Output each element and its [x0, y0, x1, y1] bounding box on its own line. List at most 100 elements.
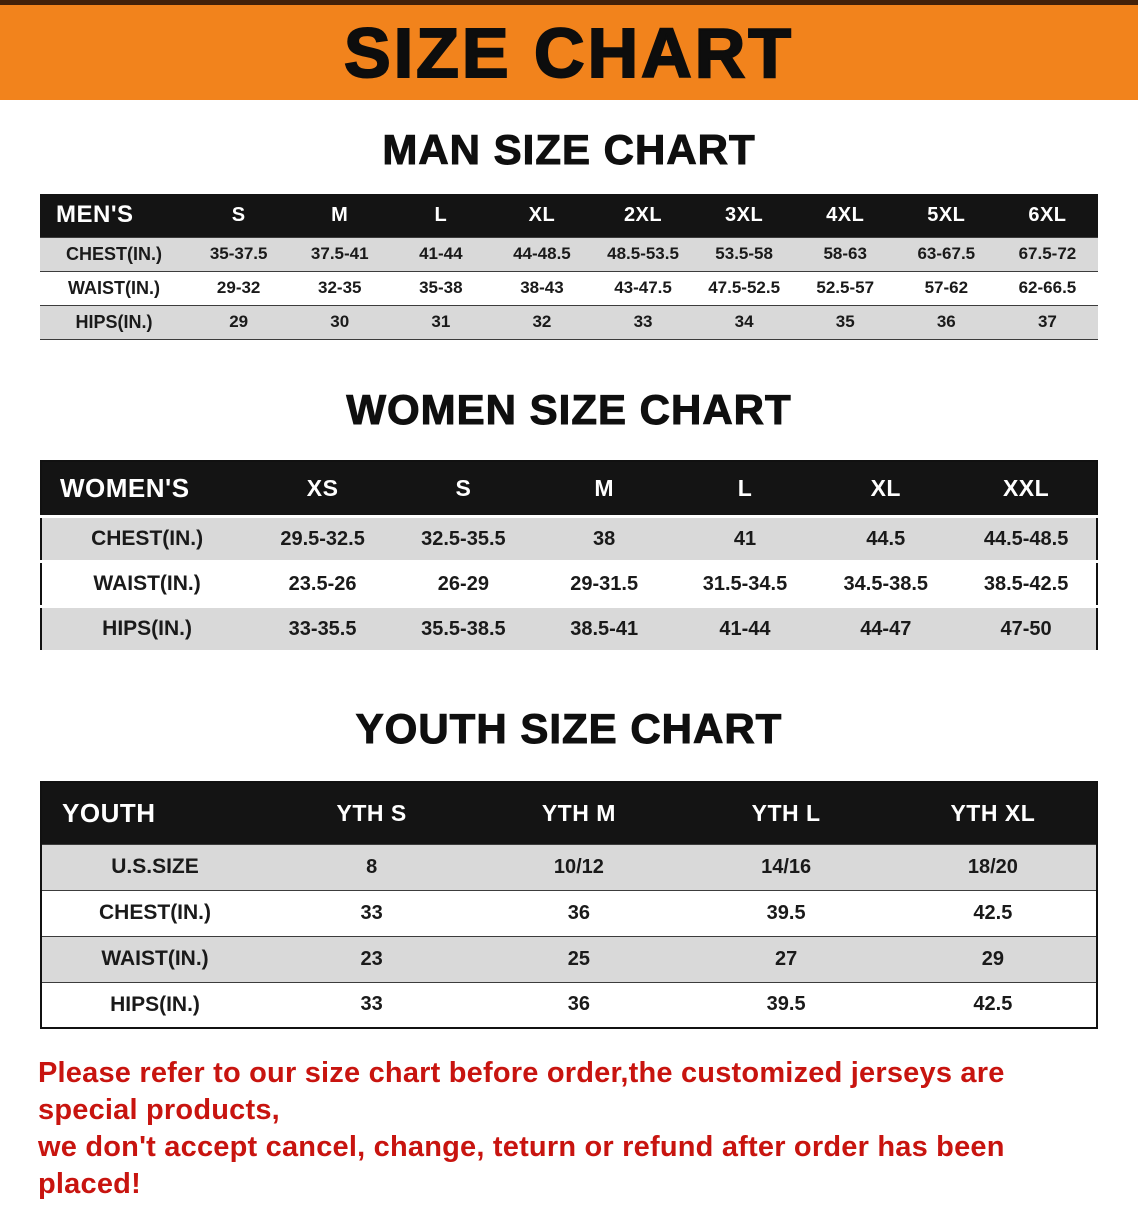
cell-value: 23 — [268, 935, 476, 983]
men-header-row: MEN'S S M L XL 2XL 3XL 4XL 5XL 6XL — [40, 194, 1098, 237]
cell-value: 30 — [289, 304, 391, 340]
cell-value: 43-47.5 — [592, 270, 694, 306]
men-size-table: MEN'S S M L XL 2XL 3XL 4XL 5XL 6XL CHEST(IN.) 35-37… — [40, 194, 1098, 340]
row-label: CHEST(IN.) — [40, 236, 189, 272]
cell-value: 44-48.5 — [491, 236, 593, 272]
table-row: CHEST(IN.) 33 36 39.5 42.5 — [41, 889, 1097, 937]
cell-value: 62-66.5 — [996, 270, 1098, 306]
cell-value: 27 — [682, 935, 890, 983]
cell-value: 47-50 — [956, 605, 1097, 653]
table-row: WAIST(IN.) 23 25 27 29 — [41, 935, 1097, 983]
women-section-heading: WOMEN SIZE CHART — [346, 385, 792, 433]
women-size-header: M — [533, 460, 675, 517]
table-row: CHEST(IN.) 29.5-32.5 32.5-35.5 38 41 44.5 44.5… — [41, 515, 1097, 563]
men-size-header: 5XL — [895, 194, 997, 237]
cell-value: 41-44 — [390, 236, 492, 272]
cell-value: 14/16 — [682, 843, 890, 891]
row-label: CHEST(IN.) — [41, 889, 269, 937]
youth-size-header: YTH M — [475, 782, 683, 844]
men-size-header: 2XL — [592, 194, 694, 237]
cell-value: 38 — [533, 515, 675, 563]
cell-value: 32 — [491, 304, 593, 340]
women-table-title: WOMEN'S — [41, 460, 253, 517]
cell-value: 23.5-26 — [252, 560, 393, 608]
cell-value: 67.5-72 — [996, 236, 1098, 272]
row-label: CHEST(IN.) — [41, 515, 253, 563]
women-section: WOMEN SIZE CHART WOMEN'S XS S M L XL XXL CHEST(… — [0, 385, 1138, 653]
row-label: HIPS(IN.) — [41, 981, 269, 1029]
cell-value: 52.5-57 — [794, 270, 896, 306]
women-header-row: WOMEN'S XS S M L XL XXL — [41, 460, 1097, 517]
cell-value: 29 — [188, 304, 290, 340]
row-label: HIPS(IN.) — [40, 304, 189, 340]
cell-value: 35.5-38.5 — [392, 605, 534, 653]
youth-size-header: YTH S — [268, 782, 476, 844]
cell-value: 35-38 — [390, 270, 492, 306]
youth-size-table: YOUTH YTH S YTH M YTH L YTH XL U.S.SIZE 8 10/12… — [40, 781, 1098, 1029]
cell-value: 33 — [268, 889, 476, 937]
size-chart-banner: SIZE CHART — [0, 0, 1138, 100]
row-label: WAIST(IN.) — [41, 560, 253, 608]
women-size-header: S — [392, 460, 534, 517]
men-section: MAN SIZE CHART MEN'S S M L XL 2XL 3XL 4XL 5XL 6XL… — [0, 126, 1138, 340]
cell-value: 29 — [889, 935, 1097, 983]
cell-value: 29.5-32.5 — [252, 515, 393, 563]
cell-value: 34 — [693, 304, 795, 340]
row-label: HIPS(IN.) — [41, 605, 253, 653]
youth-table-title: YOUTH — [41, 782, 269, 844]
cell-value: 42.5 — [889, 889, 1097, 937]
cell-value: 34.5-38.5 — [815, 560, 957, 608]
men-size-header: L — [390, 194, 492, 237]
cell-value: 32-35 — [289, 270, 391, 306]
table-row: HIPS(IN.) 33 36 39.5 42.5 — [41, 981, 1097, 1029]
women-size-header: L — [674, 460, 816, 517]
cell-value: 35-37.5 — [188, 236, 290, 272]
women-size-header: XS — [252, 460, 393, 517]
youth-section: YOUTH SIZE CHART YOUTH YTH S YTH M YTH L YTH… — [0, 705, 1138, 1029]
cell-value: 47.5-52.5 — [693, 270, 795, 306]
cell-value: 35 — [794, 304, 896, 340]
cell-value: 10/12 — [475, 843, 683, 891]
cell-value: 37.5-41 — [289, 236, 391, 272]
youth-size-header: YTH XL — [889, 782, 1097, 844]
cell-value: 44.5 — [815, 515, 957, 563]
table-row: U.S.SIZE 8 10/12 14/16 18/20 — [41, 843, 1097, 891]
table-row: WAIST(IN.) 29-32 32-35 35-38 38-43 43-47.5 47.… — [40, 270, 1098, 306]
cell-value: 33 — [268, 981, 476, 1029]
table-row: HIPS(IN.) 29 30 31 32 33 34 35 36 37 — [40, 304, 1098, 340]
youth-section-heading: YOUTH SIZE CHART — [355, 705, 783, 753]
table-row: WAIST(IN.) 23.5-26 26-29 29-31.5 31.5-34.5 34… — [41, 560, 1097, 608]
men-table-title: MEN'S — [40, 194, 189, 237]
men-size-header: 6XL — [996, 194, 1098, 237]
cell-value: 39.5 — [682, 889, 890, 937]
row-label: WAIST(IN.) — [41, 935, 269, 983]
cell-value: 53.5-58 — [693, 236, 795, 272]
row-label: WAIST(IN.) — [40, 270, 189, 306]
table-row: HIPS(IN.) 33-35.5 35.5-38.5 38.5-41 41-44 44-… — [41, 605, 1097, 653]
men-size-header: 3XL — [693, 194, 795, 237]
cell-value: 31.5-34.5 — [674, 560, 816, 608]
cell-value: 58-63 — [794, 236, 896, 272]
men-size-header: XL — [491, 194, 593, 237]
youth-size-header: YTH L — [682, 782, 890, 844]
disclaimer-line-1: Please refer to our size chart before or… — [38, 1057, 1005, 1127]
cell-value: 38-43 — [491, 270, 593, 306]
banner-title: SIZE CHART — [343, 13, 794, 92]
cell-value: 48.5-53.5 — [592, 236, 694, 272]
youth-header-row: YOUTH YTH S YTH M YTH L YTH XL — [41, 782, 1097, 844]
cell-value: 39.5 — [682, 981, 890, 1029]
cell-value: 38.5-42.5 — [956, 560, 1097, 608]
cell-value: 29-31.5 — [533, 560, 675, 608]
cell-value: 36 — [475, 981, 683, 1029]
cell-value: 26-29 — [392, 560, 534, 608]
cell-value: 41 — [674, 515, 816, 563]
men-size-header: S — [188, 194, 290, 237]
cell-value: 44-47 — [815, 605, 957, 653]
cell-value: 33-35.5 — [252, 605, 393, 653]
cell-value: 37 — [996, 304, 1098, 340]
disclaimer-line-2: we don't accept cancel, change, teturn o… — [38, 1131, 1005, 1201]
cell-value: 8 — [268, 843, 476, 891]
cell-value: 25 — [475, 935, 683, 983]
cell-value: 18/20 — [889, 843, 1097, 891]
cell-value: 38.5-41 — [533, 605, 675, 653]
